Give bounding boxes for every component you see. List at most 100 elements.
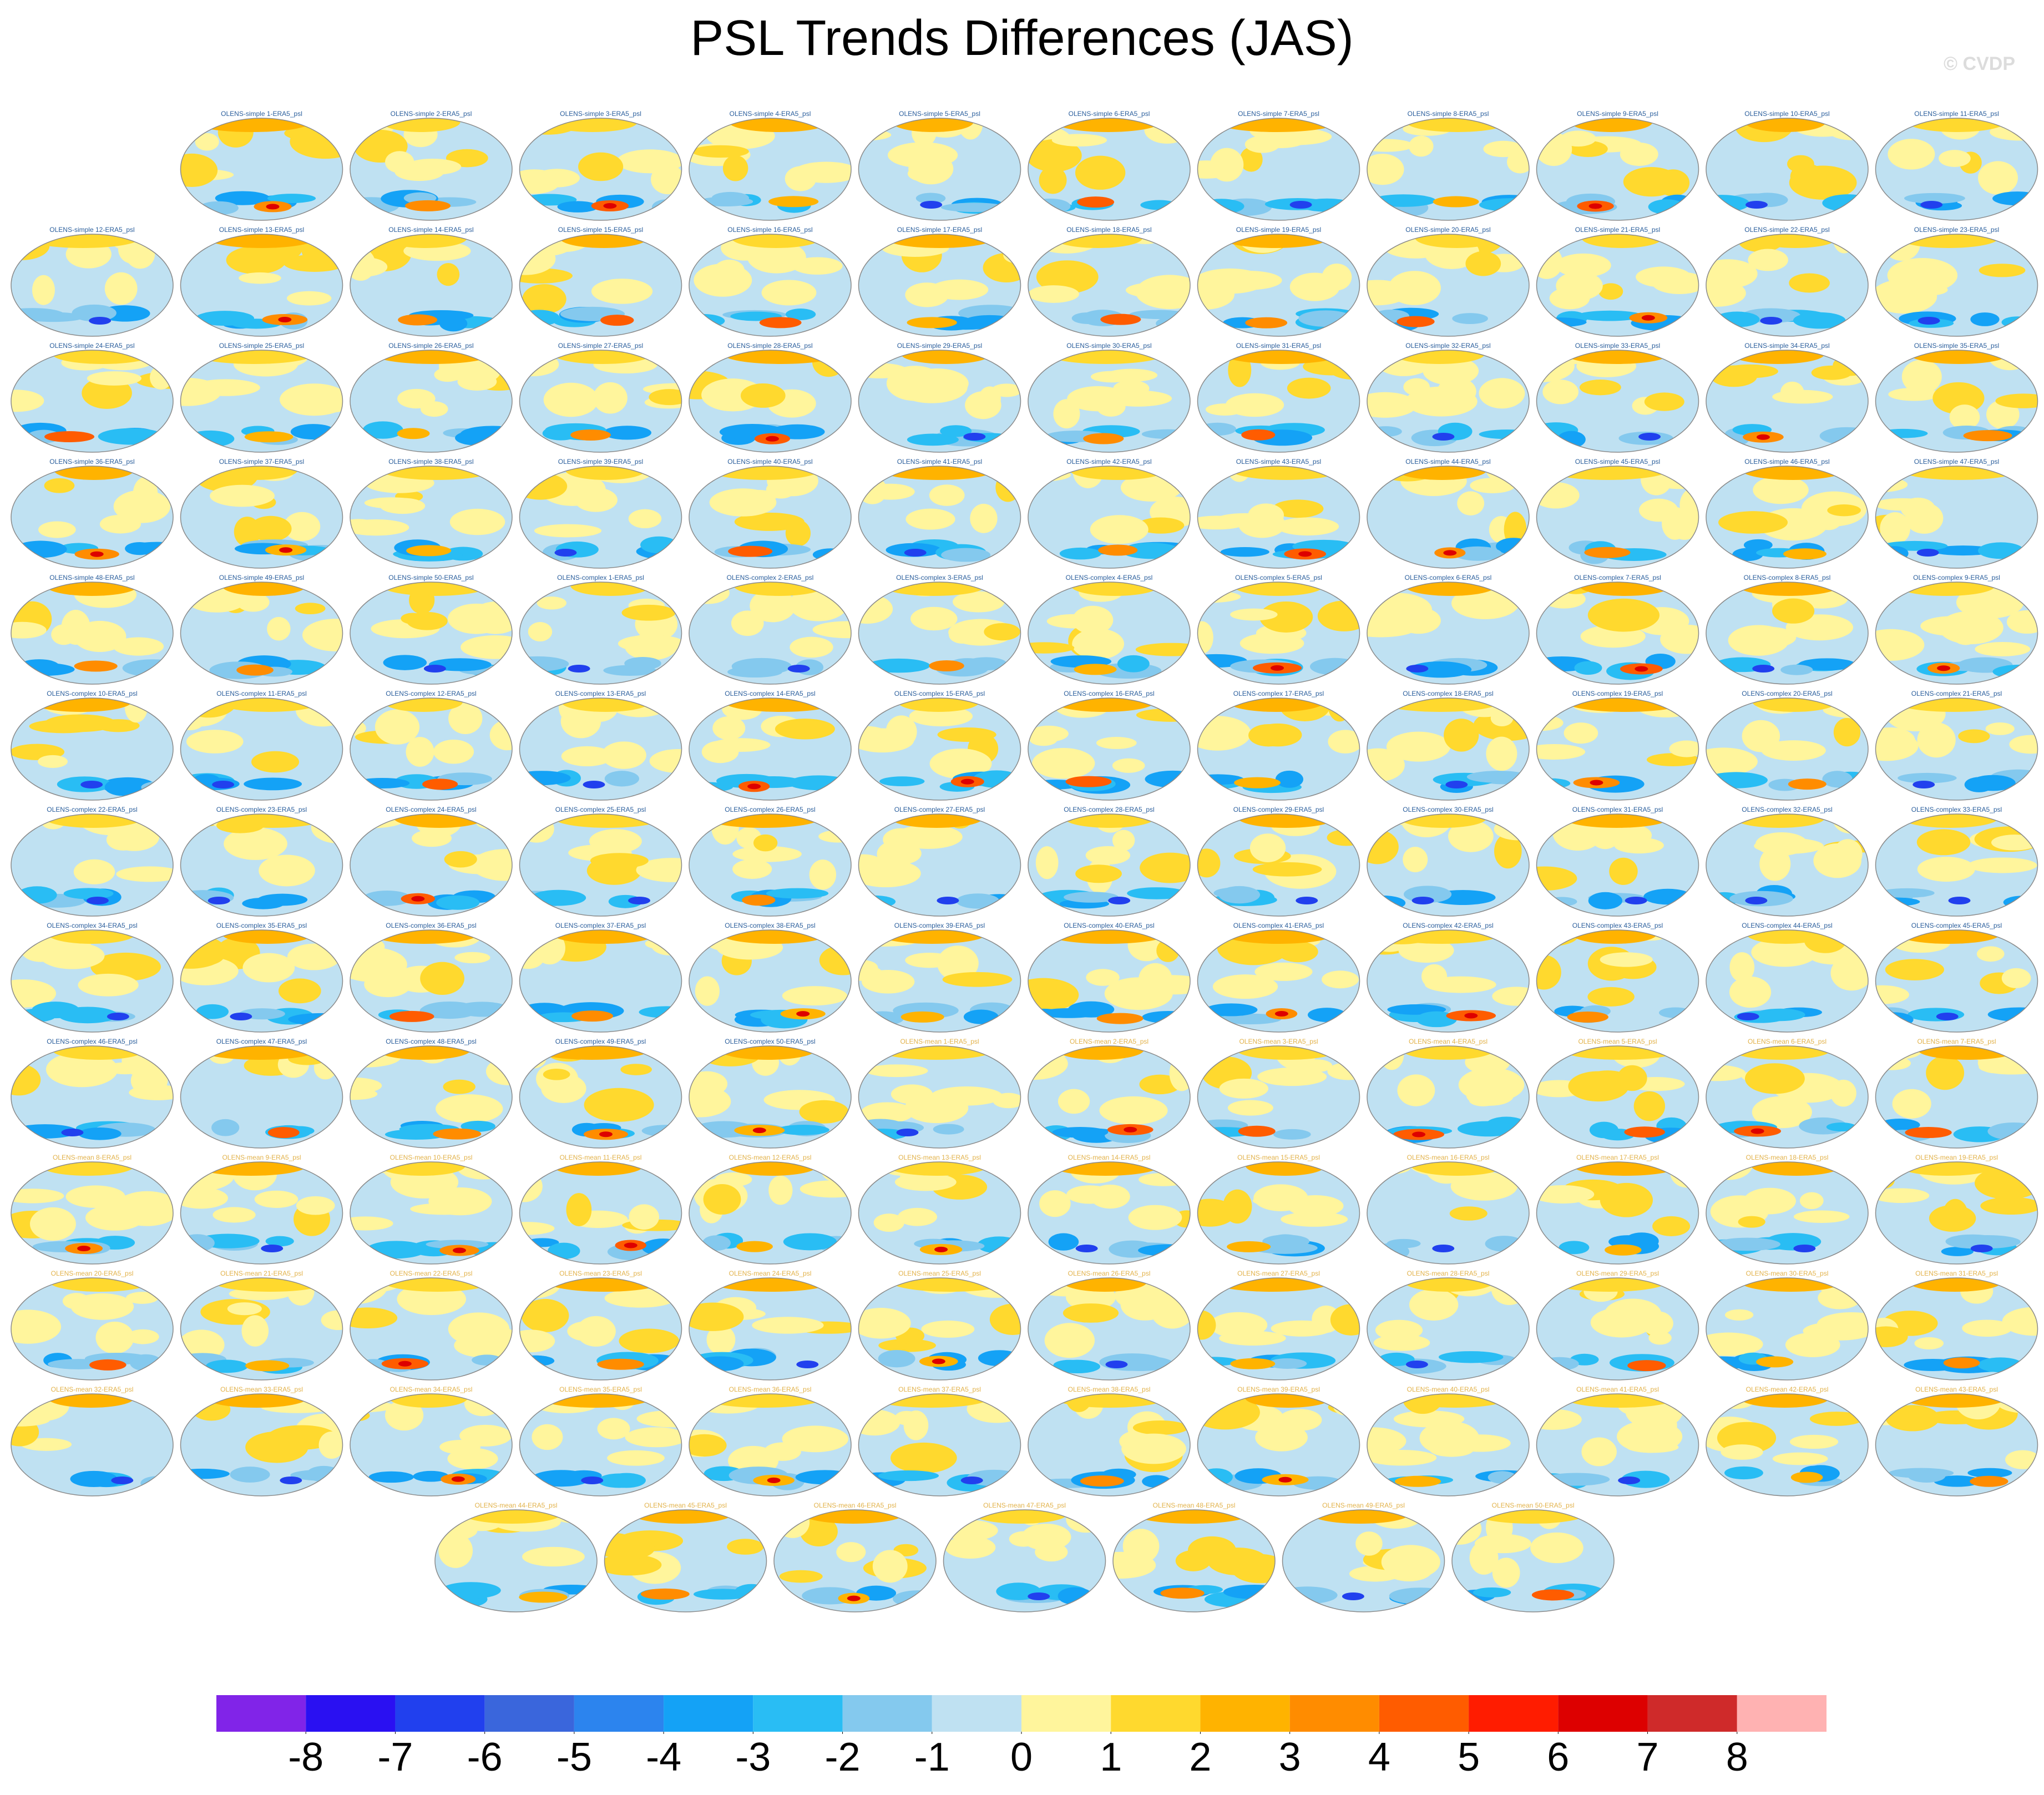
map-patch	[130, 1354, 162, 1371]
panel-label: OLENS-mean 27-ERA5_psl	[1237, 1270, 1320, 1277]
map-panel	[9, 691, 176, 802]
map-patch	[649, 930, 695, 944]
panel-label: OLENS-mean 42-ERA5_psl	[1746, 1386, 1829, 1393]
map-patch	[1003, 247, 1027, 263]
map-patch	[686, 1071, 727, 1097]
map-field	[1086, 1504, 1288, 1614]
map-patch	[1183, 927, 1229, 946]
map-patch	[1375, 1320, 1423, 1341]
map-patch	[519, 1592, 567, 1603]
panel-label: OLENS-simple 50-ERA5_psl	[388, 574, 473, 582]
map-field	[1689, 1040, 1870, 1150]
map-patch	[1742, 720, 1780, 752]
map-patch	[1429, 1442, 1474, 1457]
map-field	[1689, 1267, 1885, 1382]
map-patch	[1371, 1275, 1395, 1287]
map-patch	[766, 436, 779, 442]
map-patch	[267, 617, 290, 641]
panel-label: OLENS-mean 34-ERA5_psl	[390, 1386, 473, 1393]
map-patch	[1879, 429, 1928, 438]
map-patch	[907, 317, 957, 328]
map-patch	[61, 1129, 83, 1136]
map-patch	[834, 129, 892, 141]
map-patch	[1123, 1529, 1160, 1564]
map-panel	[1178, 112, 1362, 222]
map-field	[1693, 105, 1884, 222]
map-patch	[1277, 1586, 1338, 1604]
map-panel	[513, 687, 707, 802]
map-patch	[455, 1002, 509, 1017]
panel-label: OLENS-simple 43-ERA5_psl	[1236, 458, 1321, 466]
map-panel	[851, 344, 1023, 454]
map-patch	[1893, 1089, 1931, 1119]
map-patch	[123, 659, 184, 677]
map-patch	[1714, 312, 1759, 327]
map-patch	[513, 771, 571, 785]
map-field	[1350, 1149, 1538, 1266]
map-patch	[1823, 702, 1894, 719]
map-patch	[741, 383, 786, 408]
colorbar-tick-label: 8	[1726, 1735, 1748, 1779]
map-field	[857, 460, 1023, 570]
map-panel	[512, 924, 695, 1034]
map-patch	[790, 637, 833, 658]
map-patch	[87, 897, 109, 904]
map-patch	[180, 1234, 215, 1252]
map-panel	[9, 800, 183, 918]
map-field	[326, 1388, 514, 1498]
map-patch	[651, 164, 684, 194]
map-patch	[583, 781, 605, 788]
map-patch	[938, 727, 996, 742]
map-panel	[1855, 692, 2044, 802]
panel-label: OLENS-simple 46-ERA5_psl	[1744, 458, 1829, 466]
map-patch	[878, 1470, 939, 1481]
panel-label: OLENS-simple 27-ERA5_psl	[558, 342, 643, 350]
map-patch	[1278, 941, 1318, 962]
panel-label: OLENS-mean 24-ERA5_psl	[729, 1270, 812, 1277]
map-patch	[813, 548, 849, 561]
map-patch	[1359, 896, 1405, 911]
map-field	[321, 1269, 522, 1382]
map-patch	[970, 504, 997, 533]
map-patch	[70, 1471, 117, 1487]
map-patch	[180, 684, 237, 717]
map-patch	[66, 1185, 125, 1207]
map-panel	[1687, 220, 1870, 338]
map-patch	[891, 1443, 957, 1473]
map-field	[682, 1272, 863, 1382]
map-panel	[682, 1272, 863, 1382]
map-field	[687, 919, 867, 1034]
colorbar-box	[1290, 1695, 1379, 1732]
map-patch	[866, 484, 915, 500]
map-patch	[328, 1277, 399, 1293]
colorbar-tick-label: 0	[1010, 1735, 1033, 1779]
map-patch	[1888, 139, 1935, 169]
colorbar-tick-label: 1	[1100, 1735, 1122, 1779]
colorbar-tick-label: -7	[377, 1735, 413, 1779]
panel-label: OLENS-simple 19-ERA5_psl	[1236, 226, 1321, 234]
map-patch	[1187, 1311, 1216, 1340]
map-patch	[1328, 730, 1363, 753]
map-patch	[1072, 312, 1104, 324]
panel-label: OLENS-mean 29-ERA5_psl	[1576, 1270, 1659, 1277]
title: PSL Trends Differences (JAS)	[690, 11, 1354, 66]
panel-label: OLENS-complex 23-ERA5_psl	[216, 806, 307, 813]
panel-label: OLENS-simple 35-ERA5_psl	[1914, 342, 1999, 350]
map-patch	[1328, 1400, 1374, 1414]
map-patch	[1133, 1420, 1188, 1435]
map-patch	[436, 896, 479, 910]
map-patch	[87, 371, 141, 386]
panel-label: OLENS-simple 23-ERA5_psl	[1914, 226, 1999, 234]
map-patch	[1714, 1238, 1780, 1251]
map-patch	[436, 1094, 503, 1123]
map-patch	[2002, 968, 2031, 988]
map-patch	[1058, 1089, 1090, 1114]
map-patch	[985, 1159, 1009, 1174]
colorbar-box	[1111, 1695, 1200, 1732]
map-patch	[775, 719, 835, 739]
map-patch	[1920, 201, 1942, 209]
panel-label: OLENS-mean 41-ERA5_psl	[1576, 1386, 1659, 1393]
colorbar-tick-label: -6	[467, 1735, 503, 1779]
colorbar-tick-label: 7	[1637, 1735, 1659, 1779]
map-patch	[30, 1207, 76, 1241]
